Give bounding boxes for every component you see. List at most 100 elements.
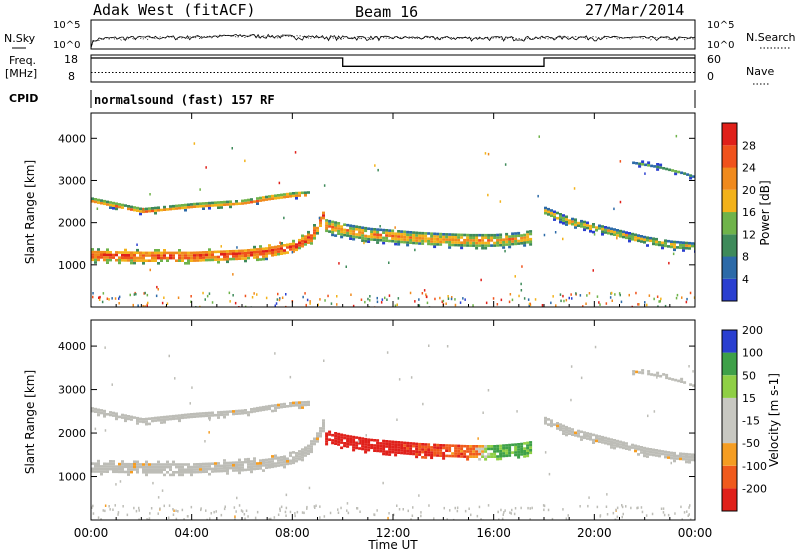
power-speck xyxy=(675,134,678,138)
velocity-speck xyxy=(498,518,500,520)
velocity-cell xyxy=(508,451,512,455)
velocity-cell xyxy=(373,446,377,450)
velocity-cell xyxy=(448,454,452,458)
velocity-speck xyxy=(319,516,321,519)
velocity-cell xyxy=(157,460,160,464)
velocity-cell xyxy=(217,469,220,473)
power-cell xyxy=(607,226,610,230)
power-cell xyxy=(598,224,601,228)
power-cell xyxy=(454,236,458,239)
power-cell xyxy=(442,240,446,244)
power-cell xyxy=(553,218,556,221)
velocity-speck xyxy=(92,512,95,515)
power-cell xyxy=(517,234,521,238)
power-cell xyxy=(277,196,280,200)
power-cell xyxy=(682,246,685,250)
power-cell xyxy=(352,230,356,233)
velocity-speck xyxy=(606,513,609,516)
power-cell xyxy=(295,191,298,195)
velocity-cell xyxy=(127,417,130,421)
power-cell xyxy=(97,248,100,251)
power-cell xyxy=(115,205,118,208)
power-cbar-swatch xyxy=(722,123,737,146)
power-speck xyxy=(499,200,502,203)
power-cell xyxy=(574,226,577,229)
velocity-speck xyxy=(480,518,482,520)
power-cell xyxy=(508,237,512,241)
power-cell xyxy=(460,244,464,247)
velocity-cell xyxy=(677,379,681,383)
velocity-cbar-tick: 15 xyxy=(742,392,756,405)
velocity-cell xyxy=(301,406,304,409)
velocity-cell xyxy=(568,429,571,433)
power-cell xyxy=(280,193,283,197)
velocity-cell xyxy=(352,448,356,452)
velocity-cell xyxy=(445,454,449,458)
power-cell xyxy=(604,228,607,232)
power-cell xyxy=(313,231,316,235)
power-speck xyxy=(487,152,490,156)
power-cell xyxy=(340,230,344,234)
velocity-cell xyxy=(250,410,253,414)
power-speck xyxy=(447,295,449,298)
power-speck xyxy=(384,296,386,300)
velocity-speck xyxy=(516,410,518,413)
power-cell xyxy=(508,240,512,244)
velocity-cell xyxy=(379,444,383,448)
velocity-cell xyxy=(562,429,565,433)
velocity-cell xyxy=(130,415,133,419)
velocity-cell xyxy=(349,440,353,444)
velocity-cell xyxy=(202,414,205,418)
power-cell xyxy=(647,164,651,167)
power-cell xyxy=(436,243,440,246)
power-speck xyxy=(147,301,149,305)
velocity-speck xyxy=(289,510,292,514)
power-y-tick-label: 3000 xyxy=(58,174,86,187)
velocity-cell xyxy=(424,453,428,457)
velocity-cell xyxy=(124,462,127,466)
power-cell xyxy=(418,242,422,245)
power-speck xyxy=(364,300,366,304)
power-cell xyxy=(295,248,298,252)
power-cell xyxy=(445,233,449,236)
power-speck xyxy=(319,298,321,301)
velocity-speck xyxy=(562,508,564,511)
power-cell xyxy=(154,206,157,210)
power-cbar-frame xyxy=(721,122,738,302)
power-cell xyxy=(190,251,193,255)
power-cell xyxy=(349,234,353,238)
power-speck xyxy=(504,249,506,253)
power-cell xyxy=(190,203,193,206)
velocity-cell xyxy=(601,438,604,442)
velocity-cell xyxy=(469,450,473,453)
velocity-cell xyxy=(277,464,280,467)
velocity-cell xyxy=(451,452,455,455)
power-cell xyxy=(163,254,166,257)
power-cell xyxy=(271,197,274,200)
power-cell xyxy=(400,230,404,233)
power-speck xyxy=(637,303,639,306)
velocity-cell xyxy=(460,447,464,450)
velocity-cell xyxy=(514,443,518,446)
velocity-cell xyxy=(646,450,649,453)
velocity-cbar-swatch xyxy=(722,443,737,466)
power-cell xyxy=(481,244,485,247)
power-cell xyxy=(496,241,500,245)
power-cbar-tick: 20 xyxy=(742,184,756,197)
power-cell xyxy=(592,223,595,226)
velocity-cell xyxy=(352,441,356,444)
velocity-cell xyxy=(181,468,184,471)
velocity-cell xyxy=(241,412,244,415)
power-cell xyxy=(460,233,464,237)
power-speck xyxy=(605,302,608,305)
power-speck xyxy=(439,296,441,300)
power-speck xyxy=(379,225,381,228)
velocity-cell xyxy=(322,421,325,425)
velocity-cell xyxy=(94,410,97,413)
velocity-cell xyxy=(433,443,437,447)
velocity-cell xyxy=(178,463,181,466)
power-cell xyxy=(496,233,500,237)
velocity-cell xyxy=(109,462,112,466)
power-cell xyxy=(244,249,247,252)
velocity-speck xyxy=(570,398,572,402)
